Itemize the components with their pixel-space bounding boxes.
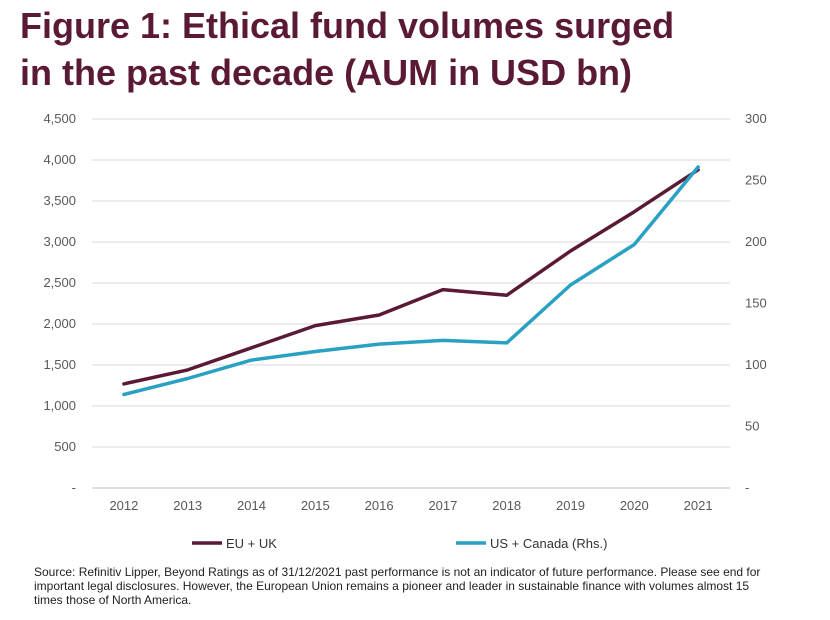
legend: EU + UK US + Canada (Rhs.) (192, 536, 607, 551)
series-line-1 (122, 168, 700, 386)
left-tick-label: 1,000 (43, 398, 76, 413)
right-tick-label: 100 (745, 357, 767, 372)
left-tick-label: 4,000 (43, 152, 76, 167)
x-tick-label: 2015 (301, 498, 330, 513)
line-chart: - 500 1,000 1,500 2,000 2,500 3,000 3,500 4,000 4… (43, 111, 767, 551)
gridlines (92, 118, 730, 489)
left-tick-label: 3,000 (43, 234, 76, 249)
x-tick-label: 2020 (620, 498, 649, 513)
source-note: Source: Refinitiv Lipper, Beyond Ratings… (34, 565, 824, 607)
left-tick-label: 4,500 (43, 111, 76, 126)
x-tick-label: 2013 (173, 498, 202, 513)
right-tick-label: 50 (745, 419, 759, 434)
source-line-1: Source: Refinitiv Lipper, Beyond Ratings… (34, 565, 761, 579)
x-tick-label: 2016 (365, 498, 394, 513)
left-tick-label: 500 (54, 439, 76, 454)
left-tick-label: 1,500 (43, 357, 76, 372)
left-tick-label: 3,500 (43, 193, 76, 208)
series-lines (122, 165, 700, 397)
chart-title: Figure 1: Ethical fund volumes surged in… (20, 2, 820, 96)
right-tick-label: 250 (745, 173, 767, 188)
left-tick-label: - (72, 480, 76, 495)
legend-label: EU + UK (226, 536, 277, 551)
left-axis-ticks: - 500 1,000 1,500 2,000 2,500 3,000 3,500 4,000 4… (43, 111, 76, 495)
chart-title-line-2: in the past decade (AUM in USD bn) (20, 52, 633, 93)
right-tick-label: 150 (745, 296, 767, 311)
legend-label: US + Canada (Rhs.) (490, 536, 607, 551)
x-axis-ticks: 2012 2013 2014 2015 2016 2017 2018 2019 2020 2021 (109, 498, 712, 513)
source-line-2: important legal disclosures. However, th… (34, 579, 750, 593)
source-line-3: times those of North America. (34, 593, 192, 607)
chart-title-line-1: Figure 1: Ethical fund volumes surged (20, 5, 675, 46)
right-tick-label: 200 (745, 234, 767, 249)
x-tick-label: 2021 (684, 498, 713, 513)
x-tick-label: 2019 (556, 498, 585, 513)
x-tick-label: 2014 (237, 498, 266, 513)
right-tick-label: 300 (745, 111, 767, 126)
left-tick-label: 2,500 (43, 275, 76, 290)
x-tick-label: 2012 (109, 498, 138, 513)
x-tick-label: 2018 (492, 498, 521, 513)
left-tick-label: 2,000 (43, 316, 76, 331)
right-tick-label: - (745, 480, 749, 495)
series-line-2 (122, 165, 700, 397)
right-axis-ticks: - 50 100 150 200 250 300 (745, 111, 767, 495)
x-tick-label: 2017 (428, 498, 457, 513)
